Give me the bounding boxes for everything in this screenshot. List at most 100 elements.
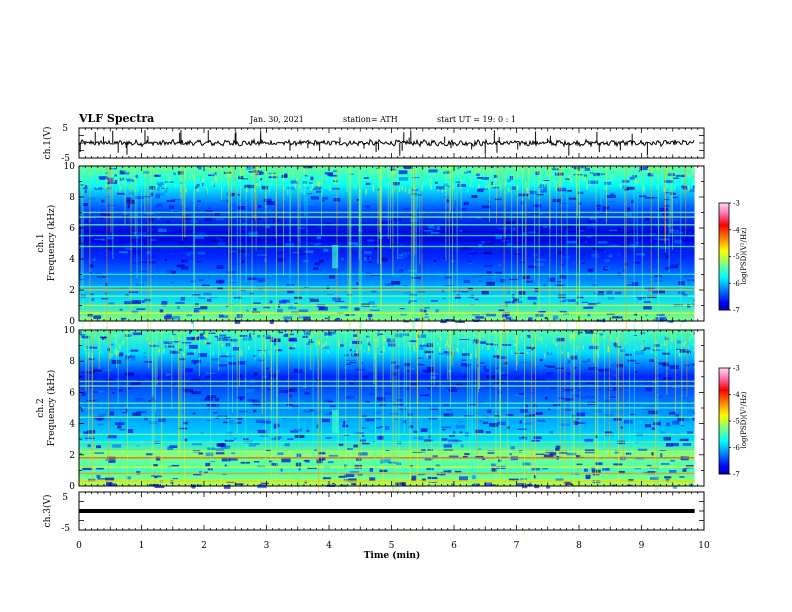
spec1-cell xyxy=(236,314,243,318)
spec1-speckle xyxy=(128,184,131,190)
spec1-cell xyxy=(557,250,564,255)
spec1-cell xyxy=(203,292,212,296)
spec1-cell xyxy=(411,177,420,179)
x-tick-label: 3 xyxy=(264,541,270,551)
spec1-cell xyxy=(390,263,400,267)
spec2-cell xyxy=(253,461,260,463)
spec1-cell xyxy=(356,282,359,286)
spec2-cell xyxy=(662,363,670,367)
spec2-speckle xyxy=(457,333,459,338)
spec1-speckle xyxy=(202,177,204,183)
spec1-cell xyxy=(492,187,499,189)
spec2-cell xyxy=(183,421,189,425)
spec2-cell xyxy=(288,340,298,342)
spec2-cell xyxy=(384,401,391,403)
spec2-speckle xyxy=(571,333,573,338)
spec1-cell xyxy=(251,311,260,314)
cb1-swatch xyxy=(719,219,729,222)
spec1-sferic xyxy=(421,166,423,344)
spec1-sferic xyxy=(89,166,91,344)
spec2-speckle xyxy=(475,352,477,358)
spec1-speckle xyxy=(83,188,85,194)
spec2-sferic xyxy=(629,330,630,460)
spec1-speckle xyxy=(473,172,475,176)
spec1-sferic xyxy=(525,166,527,283)
spec2-speckle xyxy=(377,341,379,348)
ch1-spec-ytick-label: 6 xyxy=(69,224,75,234)
spec2-cell xyxy=(329,331,336,335)
spec1-cell xyxy=(484,264,493,268)
spec2-cell xyxy=(214,448,225,451)
spec1-speckle xyxy=(156,171,159,175)
spec1-cell xyxy=(282,299,291,303)
spec1-cell xyxy=(174,260,183,264)
spec2-speckle xyxy=(221,344,224,347)
spec1-cell xyxy=(219,236,225,239)
spec1-cell xyxy=(644,286,655,291)
spec2-cell xyxy=(649,477,659,480)
spec2-speckle xyxy=(316,348,318,355)
spec2-cell xyxy=(620,426,624,429)
spec2-cell xyxy=(430,376,437,379)
spec1-cell xyxy=(543,226,548,228)
spec2-sferic xyxy=(609,330,611,461)
spec2-speckle xyxy=(259,352,261,357)
spec1-cell xyxy=(89,264,94,268)
spec2-cell xyxy=(376,397,385,401)
spec1-cell xyxy=(126,199,135,204)
spec1-cell xyxy=(522,232,528,236)
spec1-speckle xyxy=(166,178,168,184)
spec2-cell xyxy=(679,476,685,478)
spec2-cell xyxy=(281,458,291,463)
spec2-sferic xyxy=(499,330,501,417)
spec2-cell xyxy=(231,451,236,455)
cb2-swatch xyxy=(719,387,729,390)
spec1-sferic xyxy=(180,166,182,199)
spec1-cell xyxy=(260,177,263,181)
spec1-cell xyxy=(168,253,174,255)
spec1-speckle xyxy=(254,189,256,193)
spec1-cell xyxy=(615,291,622,295)
spec1-cell xyxy=(228,225,232,227)
spec2-speckle xyxy=(85,340,87,346)
spec1-cell xyxy=(533,204,542,208)
spec2-cell xyxy=(595,435,598,438)
spec1-speckle xyxy=(158,178,160,184)
spec2-speckle xyxy=(537,334,539,340)
spec2-cell xyxy=(128,387,132,390)
spec1-cell xyxy=(483,251,492,255)
spec2-cell xyxy=(107,435,117,439)
spec2-cell xyxy=(288,388,298,392)
spec1-cell xyxy=(85,219,89,223)
spec1-cell xyxy=(654,280,664,282)
x-tick-label: 9 xyxy=(639,541,645,551)
spec2-cell xyxy=(522,462,531,466)
spec1-speckle xyxy=(490,171,492,174)
spec1-cell xyxy=(474,251,478,254)
spec2-cell xyxy=(411,477,417,482)
cb2-tick-label: -7 xyxy=(733,471,740,479)
spec1-cell xyxy=(516,237,522,241)
spec2-cell xyxy=(216,403,220,406)
spec2-sferic xyxy=(471,330,473,478)
spec1-speckle xyxy=(163,177,165,181)
spec2-cell xyxy=(536,419,546,422)
spec2-cell xyxy=(93,369,102,373)
spec2-cell xyxy=(497,421,506,426)
cb1-swatch xyxy=(719,276,729,279)
cb1-swatch xyxy=(719,292,729,295)
spec1-cell xyxy=(210,239,220,243)
spec1-sferic xyxy=(236,166,238,303)
spec1-speckle xyxy=(651,169,654,175)
spec2-cell xyxy=(564,423,571,427)
spec1-cell xyxy=(686,279,697,282)
spec2-speckle xyxy=(172,335,175,340)
spec1-cell xyxy=(529,190,537,195)
spec2-cell xyxy=(154,475,158,479)
spec1-cell xyxy=(435,309,439,313)
spec2-cell xyxy=(143,360,153,363)
spec2-speckle xyxy=(445,344,447,348)
spec2-cell xyxy=(689,483,694,487)
spec2-cell xyxy=(172,351,180,354)
spec1-cell xyxy=(310,176,314,181)
